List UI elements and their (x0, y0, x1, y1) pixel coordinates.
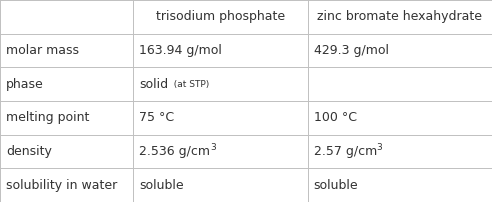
Text: 3: 3 (210, 143, 215, 152)
Text: molar mass: molar mass (6, 44, 79, 57)
Text: solid: solid (139, 78, 168, 91)
Text: 75 °C: 75 °C (139, 111, 174, 124)
Text: 2.536 g/cm: 2.536 g/cm (139, 145, 210, 158)
Text: 2.57 g/cm: 2.57 g/cm (313, 145, 377, 158)
Text: melting point: melting point (6, 111, 90, 124)
Text: trisodium phosphate: trisodium phosphate (155, 10, 285, 23)
Text: (at STP): (at STP) (168, 80, 209, 89)
Text: 100 °C: 100 °C (313, 111, 357, 124)
Text: zinc bromate hexahydrate: zinc bromate hexahydrate (317, 10, 482, 23)
Text: phase: phase (6, 78, 44, 91)
Text: soluble: soluble (313, 179, 358, 192)
Text: solubility in water: solubility in water (6, 179, 117, 192)
Text: 429.3 g/mol: 429.3 g/mol (313, 44, 389, 57)
Text: 163.94 g/mol: 163.94 g/mol (139, 44, 222, 57)
Text: soluble: soluble (139, 179, 184, 192)
Text: density: density (6, 145, 52, 158)
Text: 3: 3 (377, 143, 382, 152)
